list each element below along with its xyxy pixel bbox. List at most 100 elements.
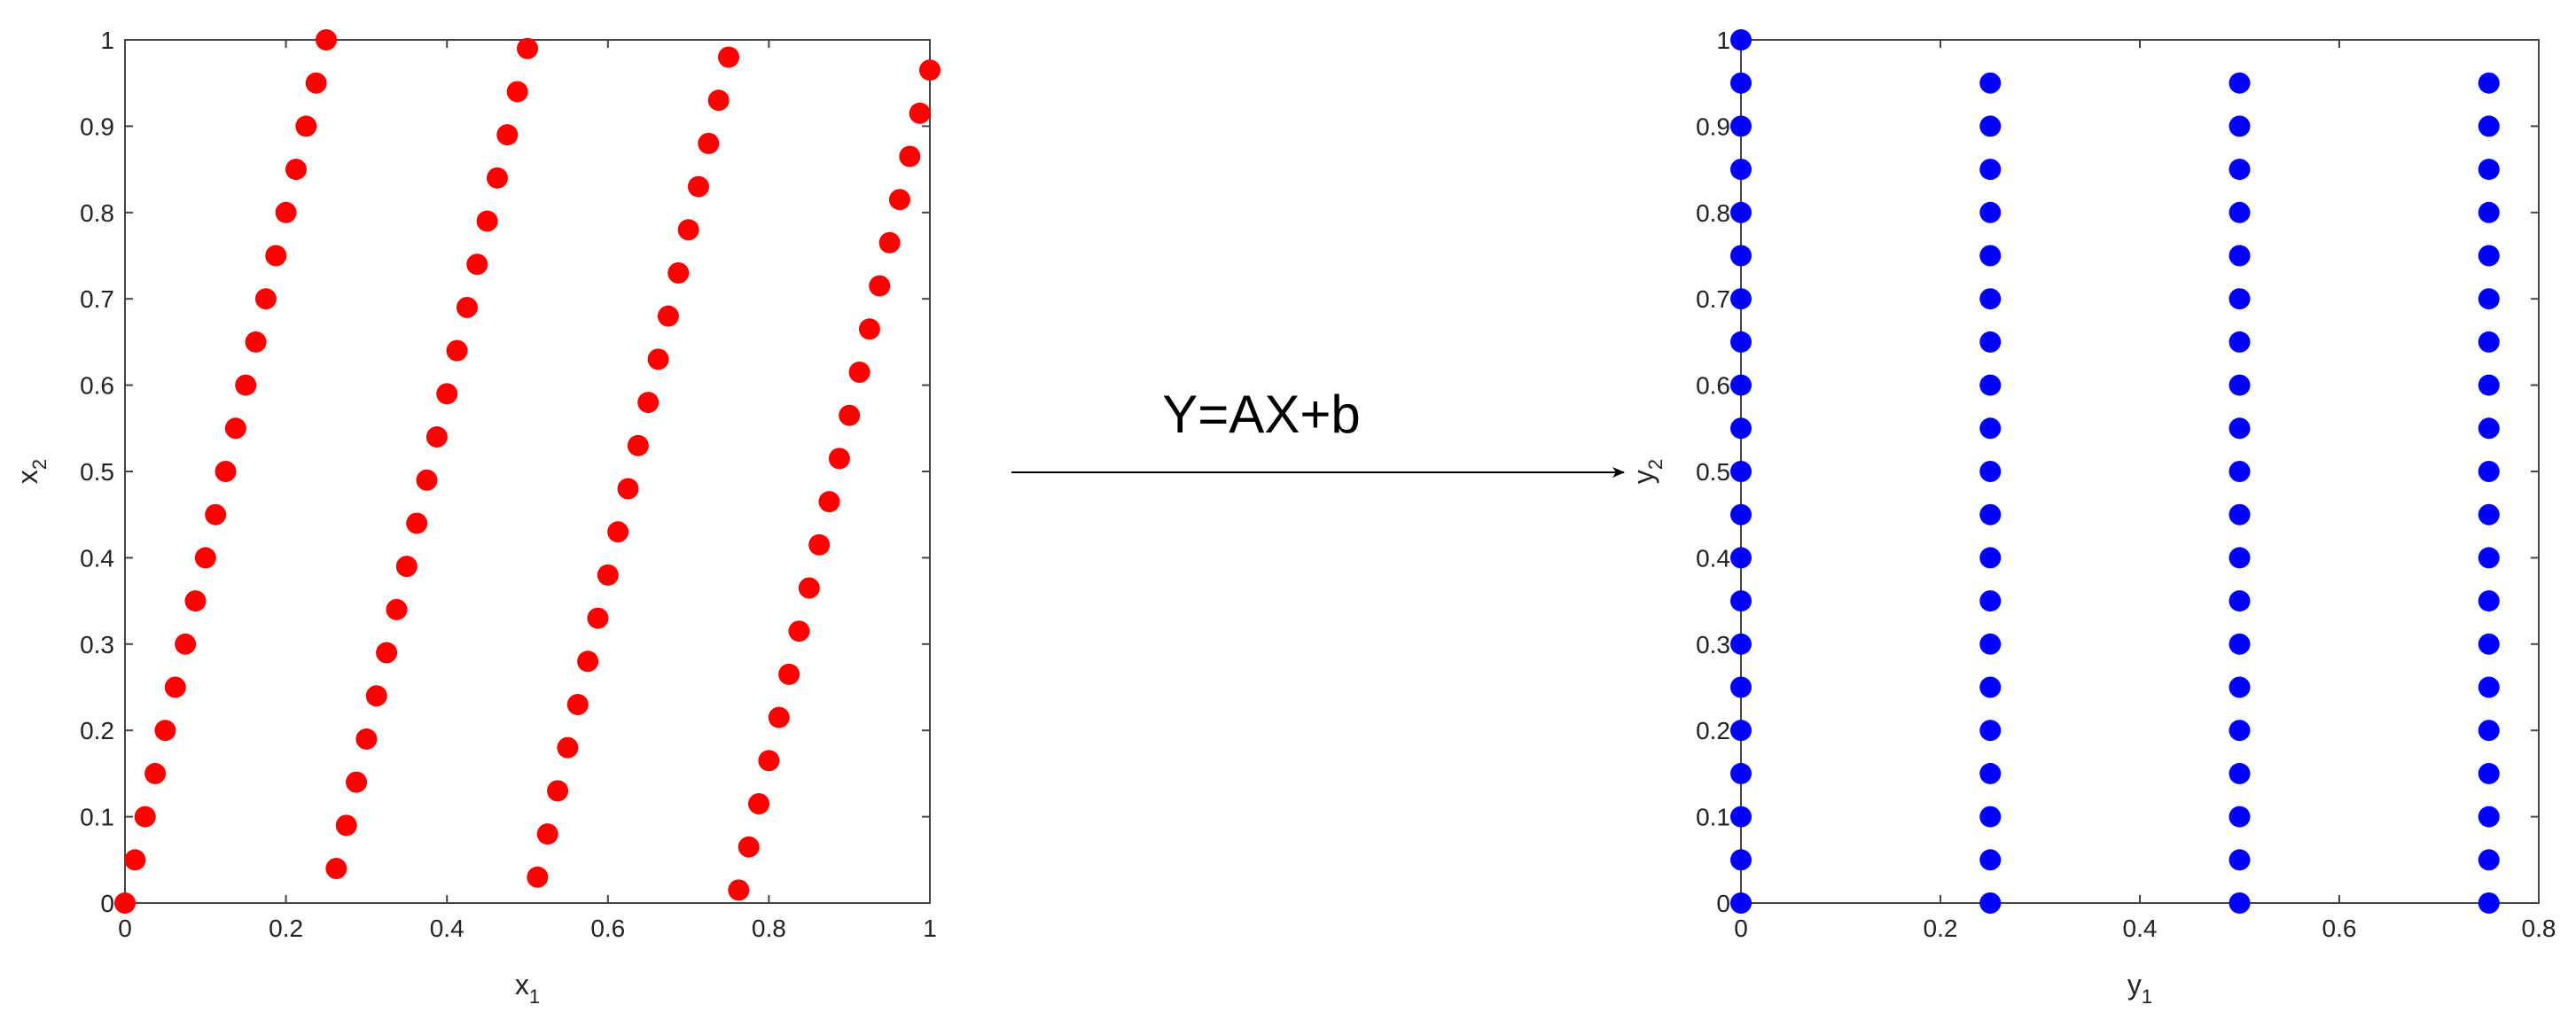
- data-point: [2229, 374, 2251, 396]
- y-tick-label: 0.4: [80, 544, 114, 572]
- data-point: [2229, 72, 2251, 94]
- data-point: [1979, 331, 2002, 353]
- data-point: [2229, 590, 2251, 612]
- data-point: [325, 858, 347, 880]
- data-points: [114, 29, 941, 914]
- data-point: [1730, 159, 1752, 181]
- data-point: [1730, 245, 1752, 267]
- data-point: [536, 823, 558, 845]
- data-point: [788, 620, 810, 642]
- data-point: [909, 102, 931, 124]
- data-point: [1730, 201, 1752, 223]
- data-point: [1730, 720, 1752, 742]
- y-tick-label: 0.9: [80, 113, 114, 140]
- data-point: [2478, 503, 2500, 526]
- data-point: [1979, 288, 2002, 310]
- transform-label: Y=AX+b: [1162, 385, 1361, 444]
- data-point: [215, 461, 237, 482]
- data-point: [386, 598, 408, 620]
- data-point: [1979, 762, 2002, 784]
- y-tick-label: 0: [1716, 890, 1730, 917]
- data-point: [144, 762, 167, 784]
- data-point: [2229, 547, 2251, 569]
- data-point: [566, 693, 589, 715]
- data-point: [858, 318, 880, 340]
- data-point: [265, 245, 287, 267]
- data-point: [1730, 115, 1752, 137]
- data-point: [758, 750, 780, 772]
- y-tick-label: 0.7: [1696, 285, 1730, 313]
- data-points: [1730, 29, 2500, 914]
- data-point: [1730, 288, 1752, 310]
- data-point: [2478, 461, 2500, 482]
- data-point: [919, 59, 941, 82]
- data-point: [778, 663, 800, 685]
- data-point: [2478, 676, 2500, 698]
- data-point: [355, 728, 378, 750]
- data-point: [2229, 762, 2251, 784]
- data-point: [808, 533, 831, 556]
- x-tick-label: 0.8: [2522, 915, 2556, 942]
- plot-area-frame: [1740, 39, 2540, 904]
- data-point: [416, 469, 438, 491]
- data-point: [2478, 115, 2500, 137]
- data-point: [848, 361, 870, 383]
- data-point: [456, 296, 478, 318]
- data-point: [1730, 461, 1752, 482]
- data-point: [245, 331, 267, 353]
- x-tick-labels: 0 0.2 0.4 0.6 0.8 1: [118, 915, 937, 942]
- data-point: [1979, 633, 2002, 655]
- data-point: [235, 374, 257, 396]
- data-point: [607, 521, 629, 543]
- data-point: [1730, 547, 1752, 569]
- data-point: [2478, 892, 2500, 914]
- data-point: [2229, 417, 2251, 440]
- data-point: [275, 201, 297, 223]
- data-point: [1730, 417, 1752, 440]
- data-point: [2229, 806, 2251, 828]
- data-point: [878, 231, 901, 253]
- data-point: [224, 417, 246, 440]
- data-point: [1979, 245, 2002, 267]
- data-point: [476, 210, 498, 232]
- x-axis-label: y1: [2127, 969, 2152, 1008]
- data-point: [194, 547, 216, 569]
- data-point: [828, 448, 850, 470]
- data-point: [2229, 331, 2251, 353]
- y-tick-labels: 0 0.1 0.2 0.3 0.4 0.5 0.6 0.7 0.8 0.9 1: [1696, 27, 1730, 917]
- data-point: [647, 348, 669, 370]
- data-point: [577, 650, 599, 673]
- x-tick-label: 0.2: [1924, 915, 1958, 942]
- data-point: [114, 892, 136, 914]
- data-point: [869, 275, 891, 297]
- y-tick-label: 1: [100, 27, 114, 54]
- data-point: [2229, 288, 2251, 310]
- data-point: [2229, 849, 2251, 871]
- data-point: [627, 434, 649, 456]
- data-point: [305, 72, 327, 94]
- data-point: [1730, 331, 1752, 353]
- data-point: [587, 607, 609, 629]
- data-point: [1979, 159, 2002, 181]
- x-tick-label: 0.8: [752, 915, 786, 942]
- data-point: [2478, 849, 2500, 871]
- data-point: [295, 115, 317, 137]
- data-point: [2478, 806, 2500, 828]
- data-point: [1730, 892, 1752, 914]
- data-point: [1979, 201, 2002, 223]
- data-point: [346, 771, 368, 793]
- data-point: [818, 491, 840, 513]
- data-point: [2478, 374, 2500, 396]
- data-point: [667, 261, 690, 284]
- data-point: [2229, 633, 2251, 655]
- y-tick-label: 1: [1716, 27, 1730, 54]
- data-point: [486, 167, 508, 189]
- data-point: [1730, 503, 1752, 526]
- input-scatter-plot: 0 0.2 0.4 0.6 0.8 1 0 0.1 0.2 0.3 0.4 0.5 0.6 0.7 0.8…: [12, 27, 941, 1008]
- data-point: [1730, 806, 1752, 828]
- data-point: [2478, 417, 2500, 440]
- x-axis-label: x1: [515, 969, 540, 1008]
- data-point: [316, 29, 337, 51]
- data-point: [1979, 590, 2002, 612]
- y-tick-label: 0.2: [1696, 717, 1730, 744]
